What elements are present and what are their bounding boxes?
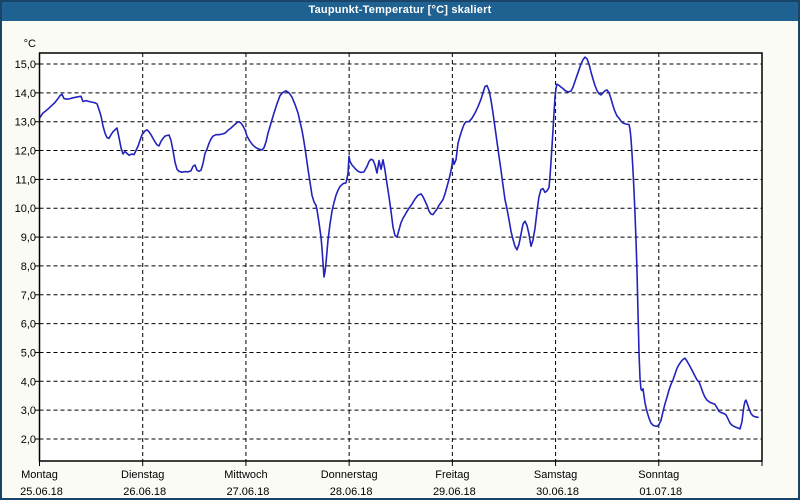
y-tick-label: 6,0	[21, 319, 36, 331]
y-tick-label: 10,0	[15, 203, 36, 215]
y-tick-label: 4,0	[21, 376, 36, 388]
series-line	[39, 56, 759, 430]
y-axis-unit-label: °C	[24, 38, 36, 50]
x-day-label: Dienstag	[121, 469, 164, 481]
x-date-label: 26.06.18	[123, 486, 166, 498]
plot-area	[39, 53, 762, 461]
x-day-label: Donnerstag	[321, 469, 378, 481]
y-tick-label: 15,0	[15, 59, 36, 71]
y-tick-label: 13,0	[15, 117, 36, 129]
x-date-label: 25.06.18	[20, 486, 63, 498]
x-day-label: Sonntag	[638, 469, 679, 481]
window-title: Taupunkt-Temperatur [°C] skaliert	[308, 4, 492, 16]
y-tick-label: 3,0	[21, 405, 36, 417]
x-date-label: 27.06.18	[227, 486, 270, 498]
x-day-label: Freitag	[435, 469, 469, 481]
y-tick-label: 11,0	[15, 174, 36, 186]
x-date-label: 29.06.18	[433, 486, 476, 498]
x-day-label: Samstag	[534, 469, 577, 481]
y-tick-label: 8,0	[21, 261, 36, 273]
y-tick-label: 5,0	[21, 347, 36, 359]
y-tick-label: 7,0	[21, 290, 36, 302]
y-tick-label: 2,0	[21, 434, 36, 446]
x-date-label: 30.06.18	[536, 486, 579, 498]
window-title-bar[interactable]: Taupunkt-Temperatur [°C] skaliert	[0, 0, 800, 21]
x-date-label: 01.07.18	[639, 486, 682, 498]
x-day-label: Montag	[21, 469, 58, 481]
plot-border	[38, 52, 763, 462]
x-day-label: Mittwoch	[224, 469, 267, 481]
y-tick-label: 12,0	[15, 146, 36, 158]
y-tick-label: 9,0	[21, 232, 36, 244]
x-date-label: 28.06.18	[330, 486, 373, 498]
y-tick-label: 14,0	[15, 88, 36, 100]
